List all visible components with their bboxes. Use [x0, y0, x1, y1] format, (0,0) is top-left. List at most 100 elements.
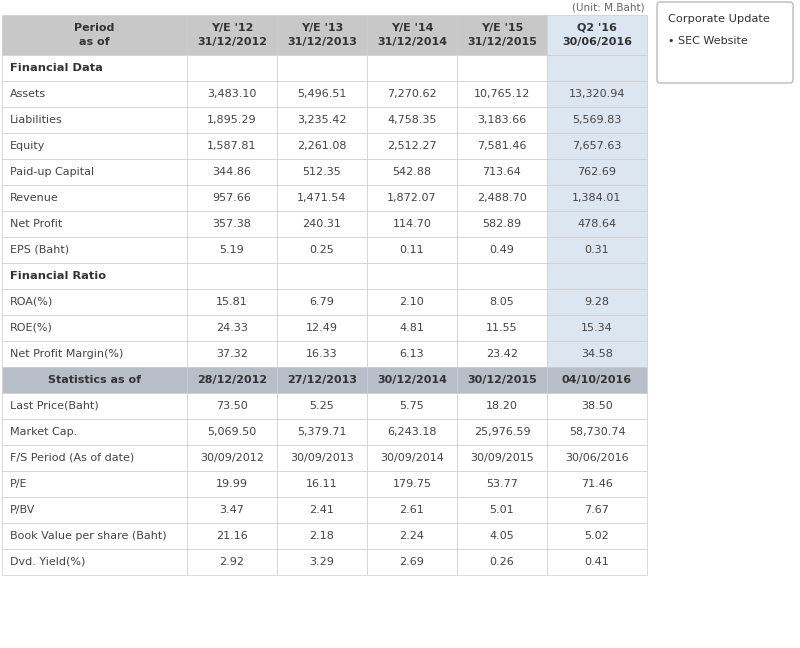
Bar: [277, 133, 367, 159]
Bar: [457, 315, 547, 341]
Text: 37.32: 37.32: [216, 349, 248, 359]
Bar: [457, 523, 547, 549]
Bar: [277, 81, 367, 107]
Bar: [277, 471, 367, 497]
Text: 58,730.74: 58,730.74: [569, 427, 626, 437]
Bar: [547, 341, 647, 367]
Bar: [2, 289, 187, 315]
Bar: [187, 419, 277, 445]
Text: 30/12/2015: 30/12/2015: [467, 375, 537, 385]
Text: Equity: Equity: [10, 141, 46, 151]
Bar: [367, 497, 457, 523]
Bar: [2, 523, 187, 549]
Bar: [547, 211, 647, 237]
Text: 542.88: 542.88: [393, 167, 431, 177]
Bar: [187, 211, 277, 237]
Text: 4.05: 4.05: [490, 531, 514, 541]
Text: 1,872.07: 1,872.07: [387, 193, 437, 203]
Bar: [2, 471, 187, 497]
Bar: [367, 107, 457, 133]
Text: 5.01: 5.01: [490, 505, 514, 515]
Bar: [2, 263, 187, 289]
Text: 8.05: 8.05: [490, 297, 514, 307]
Bar: [187, 471, 277, 497]
Bar: [277, 341, 367, 367]
Text: • SEC Website: • SEC Website: [668, 36, 748, 46]
Bar: [457, 263, 547, 289]
Bar: [457, 81, 547, 107]
Text: 179.75: 179.75: [393, 479, 431, 489]
Bar: [2, 497, 187, 523]
Text: 1,471.54: 1,471.54: [298, 193, 346, 203]
Text: 10,765.12: 10,765.12: [474, 89, 530, 99]
Text: 0.41: 0.41: [585, 557, 610, 567]
Bar: [547, 497, 647, 523]
Bar: [277, 55, 367, 81]
Text: 2.10: 2.10: [400, 297, 424, 307]
Bar: [367, 55, 457, 81]
Text: 9.28: 9.28: [585, 297, 610, 307]
Text: Period
as of: Period as of: [74, 23, 114, 47]
Bar: [457, 393, 547, 419]
Bar: [547, 523, 647, 549]
Bar: [367, 263, 457, 289]
Bar: [457, 211, 547, 237]
Text: Y/E '14
31/12/2014: Y/E '14 31/12/2014: [377, 23, 447, 47]
Bar: [187, 15, 277, 55]
Text: 7.67: 7.67: [585, 505, 610, 515]
Text: Revenue: Revenue: [10, 193, 58, 203]
Bar: [457, 419, 547, 445]
Bar: [2, 393, 187, 419]
Text: 1,384.01: 1,384.01: [572, 193, 622, 203]
Bar: [2, 133, 187, 159]
Text: 24.33: 24.33: [216, 323, 248, 333]
Text: 5,569.83: 5,569.83: [572, 115, 622, 125]
Text: 5.25: 5.25: [310, 401, 334, 411]
Bar: [277, 185, 367, 211]
Bar: [367, 523, 457, 549]
Text: Last Price(Baht): Last Price(Baht): [10, 401, 98, 411]
Bar: [547, 289, 647, 315]
Bar: [2, 107, 187, 133]
Text: 15.81: 15.81: [216, 297, 248, 307]
Bar: [277, 393, 367, 419]
Text: 713.64: 713.64: [482, 167, 522, 177]
Text: 2.69: 2.69: [399, 557, 425, 567]
Bar: [367, 237, 457, 263]
Bar: [187, 497, 277, 523]
Text: 357.38: 357.38: [213, 219, 251, 229]
Text: 2,512.27: 2,512.27: [387, 141, 437, 151]
Text: 27/12/2013: 27/12/2013: [287, 375, 357, 385]
Text: 0.25: 0.25: [310, 245, 334, 255]
Bar: [2, 237, 187, 263]
Text: 3.47: 3.47: [219, 505, 245, 515]
Text: 3.29: 3.29: [310, 557, 334, 567]
Text: Q2 '16
30/06/2016: Q2 '16 30/06/2016: [562, 23, 632, 47]
Bar: [277, 419, 367, 445]
Text: 5,379.71: 5,379.71: [298, 427, 346, 437]
Bar: [277, 211, 367, 237]
Bar: [187, 107, 277, 133]
Bar: [2, 81, 187, 107]
Bar: [277, 263, 367, 289]
Bar: [2, 367, 187, 393]
Bar: [277, 367, 367, 393]
Bar: [277, 237, 367, 263]
Text: 18.20: 18.20: [486, 401, 518, 411]
Text: 73.50: 73.50: [216, 401, 248, 411]
Text: 19.99: 19.99: [216, 479, 248, 489]
Text: Paid-up Capital: Paid-up Capital: [10, 167, 94, 177]
Text: EPS (Baht): EPS (Baht): [10, 245, 69, 255]
Text: Y/E '15
31/12/2015: Y/E '15 31/12/2015: [467, 23, 537, 47]
Bar: [277, 497, 367, 523]
Text: Assets: Assets: [10, 89, 46, 99]
Bar: [457, 497, 547, 523]
Text: 21.16: 21.16: [216, 531, 248, 541]
Bar: [187, 237, 277, 263]
Text: Corporate Update: Corporate Update: [668, 14, 770, 24]
Text: 4.81: 4.81: [399, 323, 425, 333]
Bar: [547, 315, 647, 341]
Text: Liabilities: Liabilities: [10, 115, 62, 125]
Bar: [547, 81, 647, 107]
Bar: [187, 263, 277, 289]
